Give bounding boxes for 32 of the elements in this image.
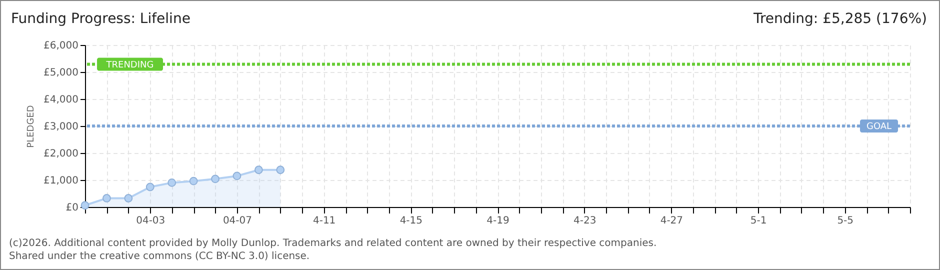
- y-tick-label: £3,000: [44, 122, 78, 132]
- y-tick-label: £1,000: [44, 176, 78, 186]
- y-tick-label: £5,000: [44, 68, 78, 78]
- ref-line-label: GOAL: [866, 122, 892, 132]
- point: [146, 182, 154, 192]
- ref-line-label: TRENDING: [105, 60, 154, 70]
- point: [102, 194, 111, 202]
- chart-subtitle: Trending: £5,285 (176%): [753, 11, 927, 27]
- x-tick-label: 04-07: [222, 216, 252, 226]
- point: [211, 174, 220, 184]
- chart-title: Funding Progress: Lifeline: [11, 11, 190, 27]
- point: [254, 166, 263, 174]
- point: [276, 166, 285, 174]
- x-tick-label: 4-15: [400, 216, 423, 226]
- y-tick-label: £4,000: [44, 94, 78, 106]
- x-tick-label: 04-03: [136, 216, 166, 226]
- x-tick-label: 4-19: [486, 216, 510, 226]
- point: [124, 194, 133, 202]
- point: [232, 172, 242, 180]
- y-tick-label: £2,000: [44, 148, 78, 160]
- x-tick-label: 5-5: [837, 216, 854, 226]
- y-tick-label: £6,000: [44, 40, 78, 52]
- x-tick-label: 4-11: [312, 216, 336, 226]
- text: Shared under the creative commons (CC BY-NC 3.0) license.: [9, 250, 311, 263]
- y-tick-label: £0: [66, 202, 78, 214]
- point: [189, 176, 198, 186]
- x-tick-label: 4-27: [660, 216, 684, 226]
- x-tick-label: 5-1: [750, 216, 767, 226]
- y-axis-title: PLEDGED: [26, 105, 37, 148]
- text: (c)2026. Additional content provided by Molly Dunlop. Trademarks and related content are owned by their respective companies.: [9, 237, 657, 250]
- x-tick-label: 4-23: [573, 216, 596, 226]
- point: [168, 178, 176, 187]
